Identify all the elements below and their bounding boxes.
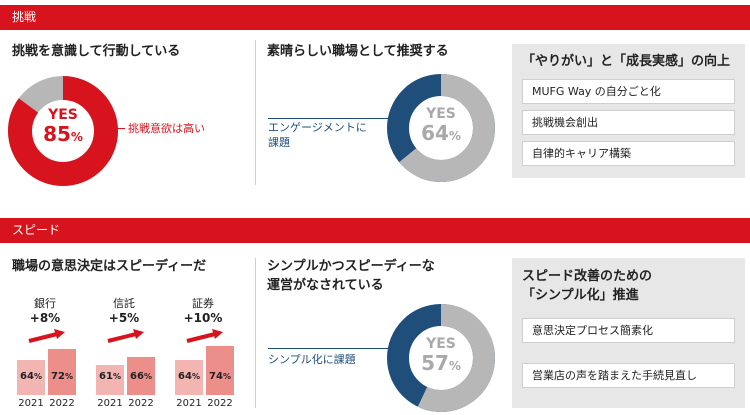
panel-item: 営業店の声を踏まえた手続見直し	[522, 363, 735, 388]
bar-2021: 61%	[96, 364, 124, 395]
panel-item: 自律的キャリア構築	[522, 141, 735, 166]
year-label: 2021	[97, 398, 123, 409]
section-title: スピード	[12, 223, 61, 237]
yes-percent: 64%	[421, 121, 461, 145]
section-title: 挑戦	[12, 10, 37, 24]
bar-2022: 74%	[206, 345, 234, 395]
bar-2022: 66%	[127, 357, 155, 395]
year-label: 2021	[176, 398, 202, 409]
leader-line	[95, 128, 125, 129]
bank-header: 銀行 +8%	[19, 296, 71, 326]
annotation: 挑戦意欲は高い	[128, 122, 205, 135]
yes-text: YES	[426, 336, 456, 352]
percent-value: 85	[43, 122, 71, 146]
yes-text: YES	[426, 106, 456, 122]
year-label: 2022	[128, 398, 154, 409]
panel-item: MUFG Way の自分ごと化	[522, 79, 735, 104]
yes-label: YES 64%	[416, 106, 466, 147]
year-label: 2022	[207, 398, 233, 409]
yes-label: YES 85%	[38, 107, 88, 148]
yes-label: YES 57%	[416, 336, 466, 377]
donut-chart-simplicity	[387, 304, 495, 412]
bank-name: 信託	[113, 297, 135, 310]
year-label: 2022	[49, 398, 75, 409]
annotation: エンゲージメントに 課題	[268, 120, 388, 150]
bar-2021: 64%	[17, 360, 45, 395]
title-line: 「シンプル化」推進	[522, 288, 639, 303]
title-line: シンプルかつスピーディーな	[267, 259, 435, 274]
annotation-line: 課題	[268, 136, 290, 149]
bank-header: 信託 +5%	[98, 296, 150, 326]
annotation-line: エンゲージメントに	[268, 121, 367, 134]
bar-value-label: 66%	[130, 370, 152, 382]
yes-percent: 57%	[421, 351, 461, 375]
percent-value: 57	[421, 351, 449, 375]
divider	[255, 40, 256, 185]
donut-yes-slice	[8, 76, 118, 186]
increase-arrow-icon	[186, 329, 223, 343]
donut-chart-challenge	[8, 76, 118, 186]
question-title: 素晴らしい職場として推奨する	[267, 44, 449, 59]
increase-arrow-icon	[107, 329, 144, 343]
bar-value-label: 61%	[99, 370, 121, 382]
improvement-panel: 「やりがい」と「成長実感」の向上 MUFG Way の自分ごと化 挑戦機会創出 …	[512, 44, 745, 178]
section-header-speed: スピード	[0, 218, 750, 243]
increase-arrow-icon	[28, 329, 65, 343]
bank-name: 銀行	[34, 297, 56, 310]
bar-value-label: 64%	[178, 370, 200, 382]
bar-value-label: 74%	[209, 370, 231, 382]
bar-value-label: 64%	[20, 370, 42, 382]
section-header-challenge: 挑戦	[0, 5, 750, 30]
panel-item: 意思決定プロセス簡素化	[522, 318, 735, 343]
question-title: 職場の意思決定はスピーディーだ	[12, 259, 207, 274]
bank-delta: +10%	[183, 311, 223, 325]
question-title: シンプルかつスピーディーな 運営がなされている	[267, 257, 435, 295]
title-line: スピード改善のための	[522, 269, 653, 284]
yes-percent: 85%	[43, 122, 83, 146]
bank-header: 証券 +10%	[177, 296, 229, 326]
bank-delta: +8%	[29, 311, 61, 325]
title-line: 運営がなされている	[267, 278, 384, 293]
divider	[255, 258, 256, 408]
bar-2022: 72%	[48, 348, 76, 395]
bank-name: 証券	[192, 297, 214, 310]
panel-title: 「やりがい」と「成長実感」の向上	[522, 54, 731, 69]
panel-item: 挑戦機会創出	[522, 110, 735, 135]
question-title: 挑戦を意識して行動している	[12, 44, 181, 59]
bar-value-label: 72%	[51, 370, 73, 382]
annotation: シンプル化に課題	[268, 353, 356, 366]
leader-line	[268, 348, 390, 349]
panel-title: スピード改善のための 「シンプル化」推進	[522, 267, 652, 305]
improvement-panel: スピード改善のための 「シンプル化」推進 意思決定プロセス簡素化 営業店の声を踏…	[512, 258, 745, 408]
year-label: 2021	[18, 398, 44, 409]
percent-value: 64	[421, 121, 449, 145]
bank-delta: +5%	[108, 311, 140, 325]
yes-text: YES	[48, 107, 78, 123]
donut-chart-engagement	[387, 74, 495, 182]
donut-yes-slice	[387, 304, 495, 412]
leader-line	[268, 118, 390, 119]
bar-2021: 64%	[175, 360, 203, 395]
donut-yes-slice	[387, 74, 495, 182]
